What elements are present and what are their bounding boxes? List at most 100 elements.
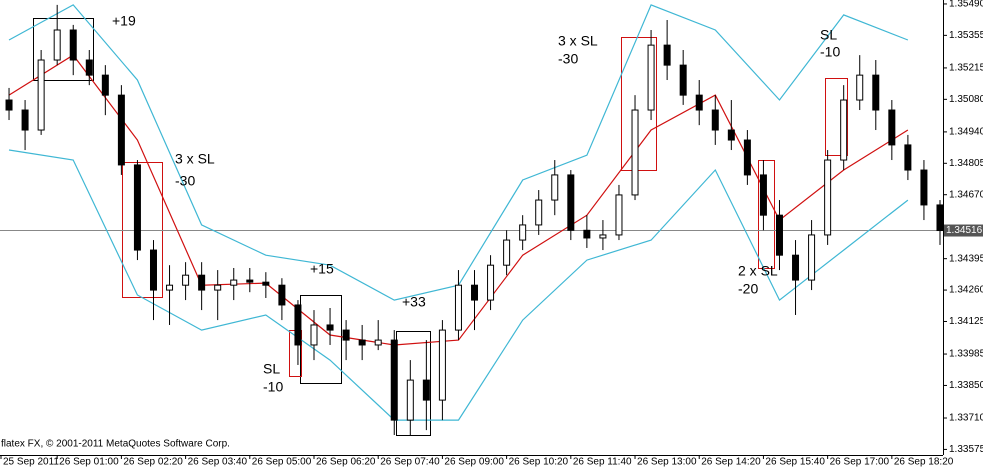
candle-body — [743, 139, 751, 176]
trade-box — [825, 78, 848, 156]
annotation: -30 — [558, 51, 578, 67]
footer: flatex FX, © 2001-2011 MetaQuotes Softwa… — [1, 439, 230, 450]
candle-body — [133, 164, 141, 251]
candle-body — [519, 224, 527, 241]
candle-body — [567, 174, 575, 231]
x-tick-label: 26 Sep 17:00 — [830, 457, 890, 468]
annotation: -10 — [820, 44, 840, 60]
candle-body — [471, 284, 479, 301]
candle-body — [21, 109, 29, 131]
candle-body — [888, 109, 896, 146]
y-tick-label: 1.34125 — [949, 316, 983, 327]
candle-body — [583, 229, 591, 239]
candle-body — [422, 379, 430, 401]
x-tick-label: 26 Sep 01:00 — [59, 457, 119, 468]
candle-body — [615, 194, 623, 236]
x-tick-label: 25 Sep 2011 — [3, 457, 59, 468]
candle-body — [101, 74, 109, 96]
candle-body — [535, 199, 543, 226]
x-tick-label: 26 Sep 11:40 — [573, 457, 632, 468]
candle-body — [647, 44, 655, 111]
y-tick-label: 1.35355 — [949, 30, 983, 41]
y-tick-label: 1.33850 — [949, 380, 983, 391]
candle-body — [37, 59, 45, 131]
candle-body — [310, 324, 318, 346]
candle-body — [840, 99, 848, 161]
candle-body — [149, 249, 157, 291]
candle-body — [5, 99, 13, 111]
candle-body — [599, 234, 607, 239]
annotation: -20 — [738, 281, 758, 297]
candle-body — [390, 339, 398, 421]
indicator-line — [8, 149, 909, 421]
candle-body — [262, 281, 270, 286]
candle-body — [631, 109, 639, 196]
candle-body — [824, 159, 832, 236]
candle-body — [246, 279, 254, 283]
annotation: +15 — [310, 261, 334, 277]
x-tick-label: 26 Sep 13:00 — [637, 457, 697, 468]
candle-body — [358, 339, 366, 346]
x-tick-label: 26 Sep 14:20 — [701, 457, 761, 468]
trade-box — [33, 18, 94, 81]
candle-body — [872, 74, 880, 111]
candle-body — [711, 109, 719, 131]
candle-body — [775, 214, 783, 256]
candle-body — [230, 279, 238, 286]
current-price-label: 1.34516 — [946, 225, 983, 236]
candle-body — [182, 274, 190, 286]
x-tick-label: 26 Sep 18:20 — [894, 457, 954, 468]
y-tick-label: 1.34805 — [949, 158, 983, 169]
x-tick-label: 26 Sep 03:40 — [188, 457, 248, 468]
annotation: 3 x SL — [558, 33, 598, 49]
x-tick-label: 26 Sep 05:00 — [252, 457, 312, 468]
candle-body — [117, 94, 125, 166]
x-tick-label: 26 Sep 07:40 — [380, 457, 440, 468]
annotation: -10 — [263, 379, 283, 395]
candle-body — [551, 174, 559, 201]
candle-body — [503, 239, 511, 266]
annotation: +19 — [112, 13, 136, 29]
x-tick-label: 26 Sep 06:20 — [316, 457, 376, 468]
candle-body — [808, 234, 816, 281]
candle-body — [278, 284, 286, 306]
candle-body — [438, 329, 446, 401]
annotation: SL — [263, 361, 280, 377]
x-tick-label: 26 Sep 10:20 — [509, 457, 569, 468]
x-tick-label: 26 Sep 09:00 — [444, 457, 504, 468]
candle-body — [406, 379, 414, 421]
candle-body — [695, 94, 703, 111]
trade-box — [621, 37, 657, 171]
candle-body — [198, 274, 206, 291]
y-tick-label: 1.35490 — [949, 0, 983, 10]
candle-body — [69, 29, 77, 61]
y-tick-label: 1.34940 — [949, 127, 983, 138]
candle-body — [904, 144, 912, 171]
candle-body — [294, 304, 302, 346]
candle-body — [166, 284, 174, 291]
y-tick-label: 1.35215 — [949, 63, 983, 74]
candle-body — [792, 254, 800, 281]
x-tick-label: 26 Sep 02:20 — [123, 457, 183, 468]
annotation: +33 — [402, 294, 426, 310]
candle-body — [856, 74, 864, 101]
y-tick-label: 1.34260 — [949, 285, 983, 296]
candle-body — [342, 329, 350, 341]
y-tick-label: 1.35080 — [949, 94, 983, 105]
candle-body — [53, 29, 61, 61]
indicator-line — [8, 54, 909, 346]
y-tick-label: 1.33710 — [949, 413, 983, 424]
y-tick-label: 1.33575 — [949, 444, 983, 455]
candle-body — [454, 284, 462, 331]
candle-body — [326, 324, 334, 331]
candle-body — [663, 44, 671, 66]
candle-body — [759, 174, 767, 216]
x-tick-label: 26 Sep 15:40 — [765, 457, 825, 468]
candle-body — [679, 64, 687, 96]
y-tick-label: 1.34395 — [949, 253, 983, 264]
candle-body — [920, 169, 928, 206]
candle-body — [374, 339, 382, 346]
candle-body — [936, 204, 944, 232]
annotation: SL — [820, 27, 837, 43]
